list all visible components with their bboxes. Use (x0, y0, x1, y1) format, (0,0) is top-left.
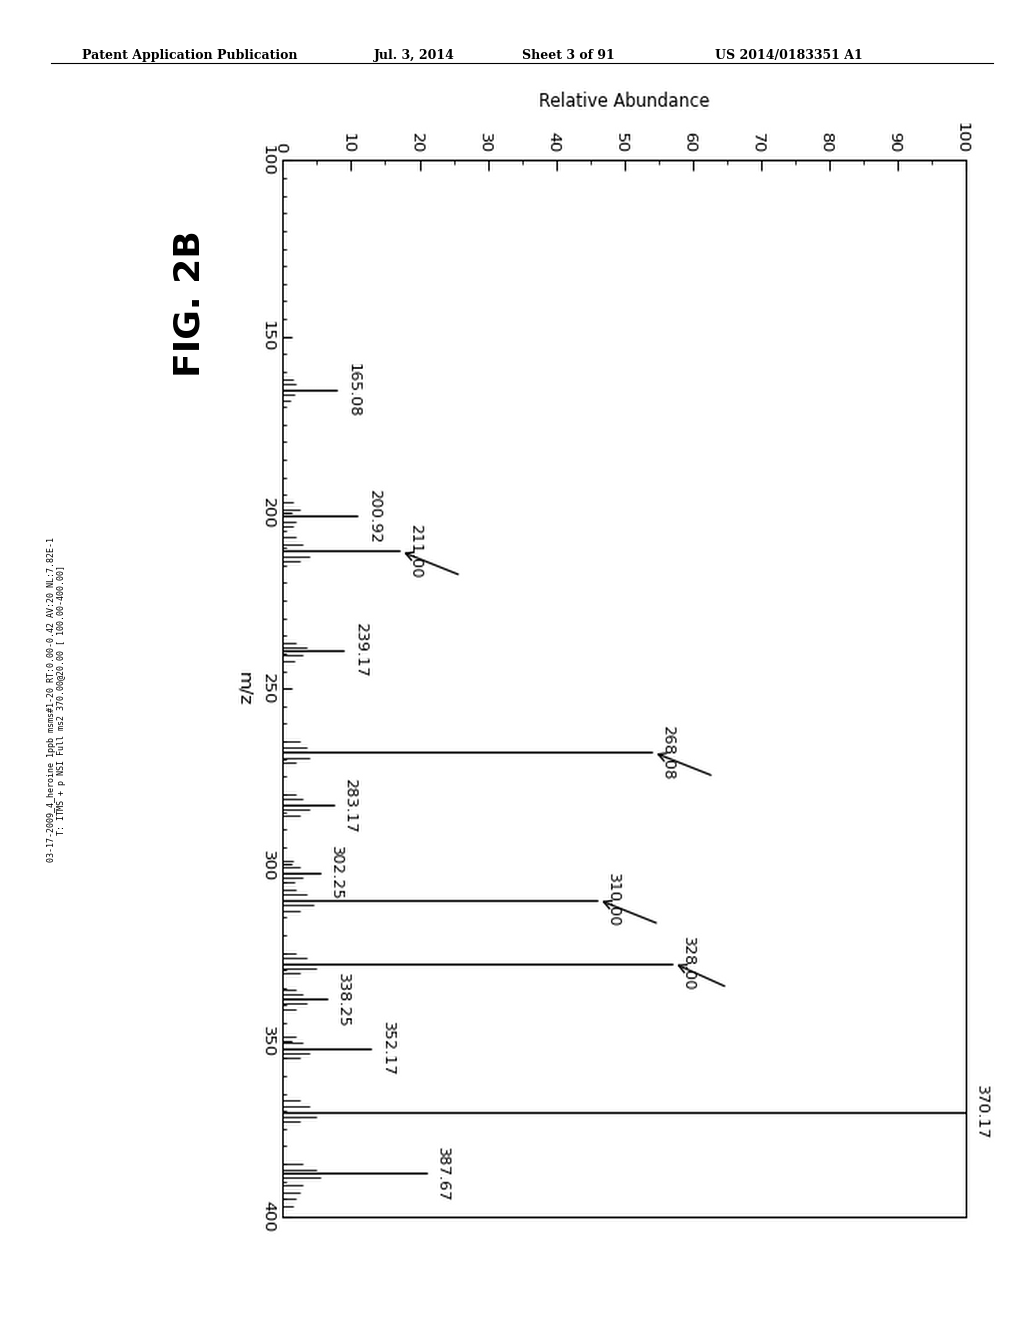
Text: 03-17-2009_4_heroine 1ppb msms#1-20 RT:0.00-0.42 AV:20 NL:7.82E-1
T: ITMS + p NS: 03-17-2009_4_heroine 1ppb msms#1-20 RT:0… (47, 537, 66, 862)
Text: US 2014/0183351 A1: US 2014/0183351 A1 (715, 49, 862, 62)
Text: FIG. 2B: FIG. 2B (172, 230, 207, 378)
Text: Patent Application Publication: Patent Application Publication (82, 49, 297, 62)
Text: Jul. 3, 2014: Jul. 3, 2014 (375, 49, 455, 62)
Text: Sheet 3 of 91: Sheet 3 of 91 (522, 49, 614, 62)
